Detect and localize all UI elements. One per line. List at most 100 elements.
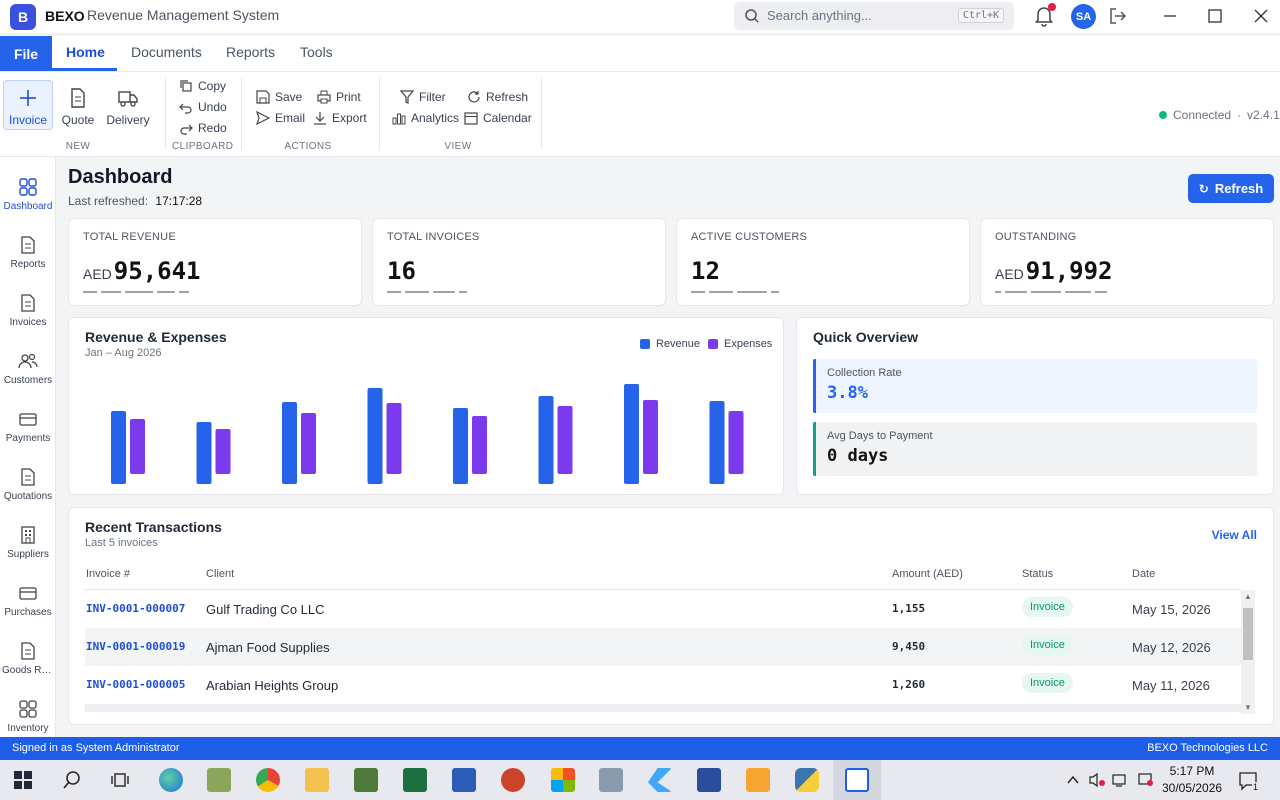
search-input[interactable]: Search anything... Ctrl+K bbox=[734, 2, 1014, 30]
file-menu-button[interactable]: File bbox=[0, 36, 52, 71]
windows-start-icon[interactable] bbox=[14, 771, 32, 789]
bar-expenses-jul[interactable] bbox=[643, 400, 658, 474]
column-header-status[interactable]: Status bbox=[1022, 568, 1054, 580]
task-view-icon[interactable] bbox=[110, 770, 130, 790]
bar-revenue-apr[interactable] bbox=[367, 388, 383, 484]
close-icon[interactable] bbox=[1251, 6, 1271, 26]
export-button[interactable]: Export bbox=[313, 109, 367, 127]
bexo-app-icon[interactable] bbox=[845, 768, 869, 792]
redo-button[interactable]: Redo bbox=[179, 119, 227, 137]
network-icon[interactable] bbox=[1112, 772, 1130, 788]
python-icon[interactable] bbox=[795, 768, 819, 792]
column-header-client[interactable]: Client bbox=[206, 568, 235, 580]
bar-expenses-mar[interactable] bbox=[301, 413, 316, 474]
minimize-icon[interactable] bbox=[1160, 6, 1180, 26]
sidebar-item-inventory[interactable]: Inventory bbox=[0, 699, 56, 755]
invoice-link[interactable]: INV-0001-000019 bbox=[86, 640, 186, 653]
app-icon[interactable] bbox=[599, 768, 623, 792]
filter-button[interactable]: Filter bbox=[400, 88, 446, 106]
edge-browser-icon[interactable] bbox=[159, 768, 183, 792]
ribbon-refresh-label: Refresh bbox=[486, 90, 529, 104]
bar-expenses-jan[interactable] bbox=[130, 419, 145, 474]
flutter-icon[interactable] bbox=[648, 768, 672, 792]
table-row[interactable]: INV-0001-000019 Ajman Food Supplies 9,45… bbox=[85, 628, 1241, 666]
column-header-invoice[interactable]: Invoice # bbox=[86, 568, 131, 580]
table-row[interactable]: INV-0001-000005 Arabian Heights Group 1,… bbox=[85, 666, 1241, 704]
powershell-icon[interactable] bbox=[697, 768, 721, 792]
bell-icon[interactable] bbox=[1034, 5, 1054, 27]
plus-icon bbox=[20, 90, 36, 106]
bar-expenses-may[interactable] bbox=[472, 416, 487, 474]
word-icon[interactable] bbox=[452, 768, 476, 792]
bar-expenses-jun[interactable] bbox=[557, 406, 573, 474]
bar-expenses-feb[interactable] bbox=[215, 429, 231, 474]
analytics-button[interactable]: Analytics bbox=[392, 109, 459, 127]
refresh-button[interactable]: ↻ Refresh bbox=[1188, 174, 1274, 203]
chevron-up-icon[interactable] bbox=[1066, 774, 1080, 786]
maximize-icon[interactable] bbox=[1205, 6, 1225, 26]
file-explorer-icon[interactable] bbox=[305, 768, 329, 792]
bar-expenses-aug[interactable] bbox=[728, 411, 744, 474]
scroll-up-icon[interactable]: ▲ bbox=[1244, 592, 1252, 601]
save-button[interactable]: Save bbox=[256, 88, 302, 106]
bar-expenses-apr[interactable] bbox=[386, 403, 402, 474]
chrome-icon[interactable] bbox=[256, 768, 280, 792]
app-icon[interactable] bbox=[746, 768, 770, 792]
bar-revenue-jun[interactable] bbox=[538, 396, 554, 484]
bar-revenue-may[interactable] bbox=[453, 408, 468, 484]
powerpoint-icon[interactable] bbox=[501, 768, 525, 792]
invoice-link[interactable]: INV-0001-000005 bbox=[86, 678, 186, 691]
scroll-down-icon[interactable]: ▼ bbox=[1244, 703, 1252, 712]
column-header-date[interactable]: Date bbox=[1132, 568, 1156, 580]
logout-icon[interactable] bbox=[1108, 6, 1128, 26]
view-all-link[interactable]: View All bbox=[1211, 528, 1257, 542]
sidebar-item-suppliers[interactable]: Suppliers bbox=[0, 525, 56, 581]
column-header-amount[interactable]: Amount (AED) bbox=[892, 568, 963, 580]
app-icon[interactable] bbox=[551, 768, 575, 792]
invoice-link[interactable]: INV-0001-000007 bbox=[86, 602, 186, 615]
sidebar-item-dashboard[interactable]: Dashboard bbox=[0, 177, 56, 233]
sidebar-item-goods-received[interactable]: Goods Received bbox=[0, 641, 56, 697]
ribbon-refresh-button[interactable]: Refresh bbox=[467, 88, 528, 106]
tab-documents[interactable]: Documents bbox=[131, 44, 202, 60]
table-scrollbar[interactable]: ▲ ▼ bbox=[1241, 590, 1255, 714]
sidebar-item-quotations[interactable]: Quotations bbox=[0, 467, 56, 523]
tab-home[interactable]: Home bbox=[66, 44, 105, 60]
notification-center-icon[interactable] bbox=[1238, 771, 1258, 791]
excel-icon[interactable] bbox=[403, 768, 427, 792]
scroll-thumb[interactable] bbox=[1243, 608, 1253, 660]
taskbar-clock[interactable]: 5:17 PM 30/05/2026 bbox=[1162, 763, 1222, 797]
undo-button[interactable]: Undo bbox=[179, 98, 227, 116]
email-button[interactable]: Email bbox=[256, 109, 305, 127]
tab-reports[interactable]: Reports bbox=[226, 44, 276, 60]
sidebar-item-customers[interactable]: Customers bbox=[0, 351, 56, 407]
sidebar-item-reports[interactable]: Reports bbox=[0, 235, 56, 291]
bar-revenue-jul[interactable] bbox=[624, 384, 639, 484]
new-delivery-button[interactable]: Delivery bbox=[104, 80, 152, 130]
copy-button[interactable]: Copy bbox=[179, 77, 226, 95]
bar-revenue-aug[interactable] bbox=[709, 401, 725, 484]
new-invoice-button[interactable]: Invoice bbox=[3, 80, 53, 130]
sidebar-item-purchases[interactable]: Purchases bbox=[0, 583, 56, 639]
bar-revenue-jan[interactable] bbox=[111, 411, 126, 484]
new-quote-button[interactable]: Quote bbox=[58, 80, 98, 130]
tab-tools[interactable]: Tools bbox=[300, 44, 333, 60]
avatar[interactable]: SA bbox=[1071, 4, 1096, 29]
volume-muted-icon[interactable] bbox=[1088, 772, 1106, 788]
calendar-button[interactable]: Calendar bbox=[464, 109, 532, 127]
bar-revenue-feb[interactable] bbox=[196, 422, 212, 484]
legend-label: Expenses bbox=[724, 338, 773, 350]
app-icon[interactable] bbox=[354, 768, 378, 792]
print-button[interactable]: Print bbox=[317, 88, 361, 106]
taskbar-search-icon[interactable] bbox=[62, 770, 82, 790]
bar-revenue-mar[interactable] bbox=[282, 402, 297, 484]
kpi-card-total-revenue: TOTAL REVENUE AED 95,641 bbox=[68, 218, 362, 306]
display-icon[interactable] bbox=[1137, 772, 1155, 788]
sidebar-item-invoices[interactable]: Invoices bbox=[0, 293, 56, 349]
app-name: BEXO bbox=[45, 8, 85, 24]
table-row[interactable]: INV-0001-000007 Gulf Trading Co LLC 1,15… bbox=[85, 590, 1241, 628]
sidebar-item-payments[interactable]: Payments bbox=[0, 409, 56, 465]
chart-title: Revenue & Expenses bbox=[85, 329, 227, 345]
document-icon bbox=[21, 642, 35, 660]
app-icon[interactable] bbox=[207, 768, 231, 792]
